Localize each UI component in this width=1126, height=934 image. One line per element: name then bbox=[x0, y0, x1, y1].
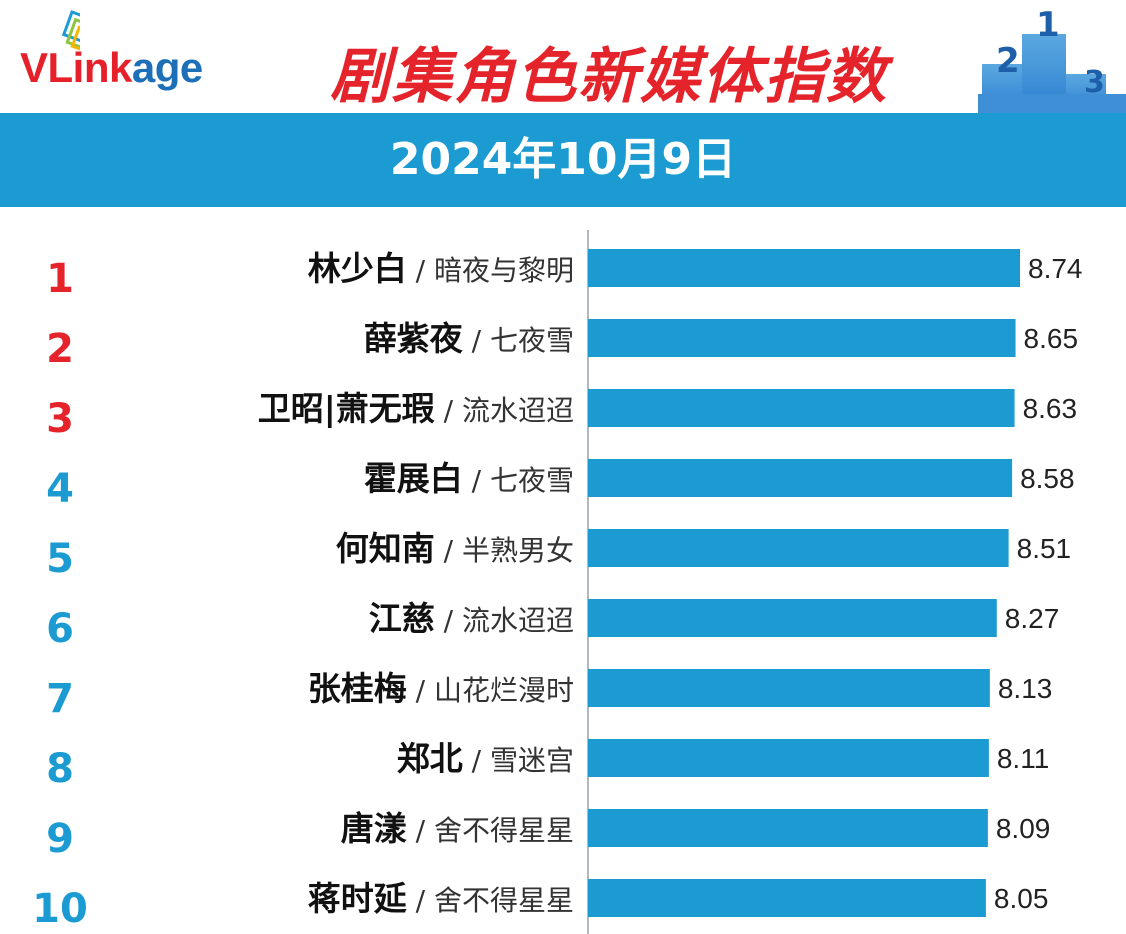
separator: / bbox=[463, 324, 490, 357]
rank-label: 1 bbox=[46, 256, 74, 302]
drama-name: 暗夜与黎明 bbox=[434, 254, 574, 287]
rank-label: 9 bbox=[46, 816, 74, 862]
role-name: 何知南 bbox=[336, 529, 435, 568]
row-label: 林少白 / 暗夜与黎明 bbox=[308, 249, 574, 288]
rank-label: 5 bbox=[46, 536, 74, 582]
drama-name: 七夜雪 bbox=[490, 324, 574, 357]
separator: / bbox=[463, 464, 490, 497]
drama-name: 舍不得星星 bbox=[434, 814, 574, 847]
value-label: 8.51 bbox=[1017, 533, 1072, 564]
value-label: 8.63 bbox=[1023, 393, 1078, 424]
separator: / bbox=[435, 604, 462, 637]
bar bbox=[588, 669, 990, 707]
date-banner: 2024年10月9日 bbox=[0, 113, 1126, 207]
page-title: 剧集角色新媒体指数 bbox=[330, 42, 888, 112]
rank-label: 3 bbox=[46, 396, 74, 442]
role-name: 郑北 bbox=[397, 739, 463, 778]
rank-label: 6 bbox=[46, 606, 74, 652]
separator: / bbox=[407, 814, 434, 847]
drama-name: 山花烂漫时 bbox=[434, 674, 574, 707]
separator: / bbox=[407, 254, 434, 287]
value-label: 8.09 bbox=[996, 813, 1051, 844]
role-name: 薛紫夜 bbox=[364, 319, 464, 358]
bar bbox=[588, 809, 988, 847]
row-label: 江慈 / 流水迢迢 bbox=[369, 599, 574, 638]
drama-name: 半熟男女 bbox=[462, 534, 574, 567]
bar bbox=[588, 389, 1015, 427]
rank-label: 8 bbox=[46, 746, 74, 792]
logo-cards-icon bbox=[61, 10, 80, 56]
bar bbox=[588, 739, 989, 777]
podium-icon: 2 1 3 bbox=[978, 5, 1126, 114]
rank-label: 2 bbox=[46, 326, 74, 372]
drama-name: 流水迢迢 bbox=[462, 394, 574, 427]
row-label: 卫昭|萧无瑕 / 流水迢迢 bbox=[258, 389, 574, 428]
rank-label: 7 bbox=[46, 676, 74, 722]
row-label: 何知南 / 半熟男女 bbox=[336, 529, 574, 568]
value-label: 8.58 bbox=[1020, 463, 1075, 494]
role-name: 唐漾 bbox=[341, 809, 407, 848]
separator: / bbox=[463, 744, 490, 777]
value-label: 8.65 bbox=[1024, 323, 1079, 354]
row-label: 薛紫夜 / 七夜雪 bbox=[364, 319, 574, 358]
row-label: 唐漾 / 舍不得星星 bbox=[341, 809, 574, 848]
value-label: 8.05 bbox=[994, 883, 1049, 914]
bar bbox=[588, 529, 1009, 567]
separator: / bbox=[407, 884, 434, 917]
drama-name: 舍不得星星 bbox=[434, 884, 574, 917]
value-label: 8.11 bbox=[997, 743, 1049, 774]
role-name: 张桂梅 bbox=[308, 669, 407, 708]
separator: / bbox=[407, 674, 434, 707]
bar bbox=[588, 319, 1016, 357]
role-name: 卫昭|萧无瑕 bbox=[258, 389, 435, 428]
row-label: 蒋时延 / 舍不得星星 bbox=[308, 879, 574, 918]
bar bbox=[588, 879, 986, 917]
vlinkage-logo: VLinkage bbox=[10, 6, 250, 106]
row-label: 张桂梅 / 山花烂漫时 bbox=[308, 669, 574, 708]
value-label: 8.74 bbox=[1028, 253, 1083, 284]
value-label: 8.13 bbox=[998, 673, 1053, 704]
rank-label: 4 bbox=[46, 466, 74, 512]
bar bbox=[588, 599, 997, 637]
logo-wordmark: VLinkage bbox=[20, 44, 203, 91]
rank-label: 10 bbox=[32, 886, 88, 932]
role-name: 霍展白 bbox=[364, 459, 463, 498]
drama-name: 雪迷宫 bbox=[490, 744, 574, 777]
drama-name: 流水迢迢 bbox=[462, 604, 574, 637]
role-name: 江慈 bbox=[369, 599, 435, 638]
role-name: 林少白 bbox=[308, 249, 407, 288]
drama-name: 七夜雪 bbox=[490, 464, 574, 497]
svg-text:1: 1 bbox=[1036, 5, 1060, 45]
row-label: 郑北 / 雪迷宫 bbox=[397, 739, 574, 778]
separator: / bbox=[435, 394, 462, 427]
bar bbox=[588, 249, 1020, 287]
value-label: 8.27 bbox=[1005, 603, 1059, 634]
svg-text:2: 2 bbox=[996, 41, 1020, 81]
role-name: 蒋时延 bbox=[308, 879, 408, 918]
svg-text:3: 3 bbox=[1084, 65, 1105, 100]
row-label: 霍展白 / 七夜雪 bbox=[364, 459, 574, 498]
separator: / bbox=[435, 534, 462, 567]
bar bbox=[588, 459, 1013, 497]
